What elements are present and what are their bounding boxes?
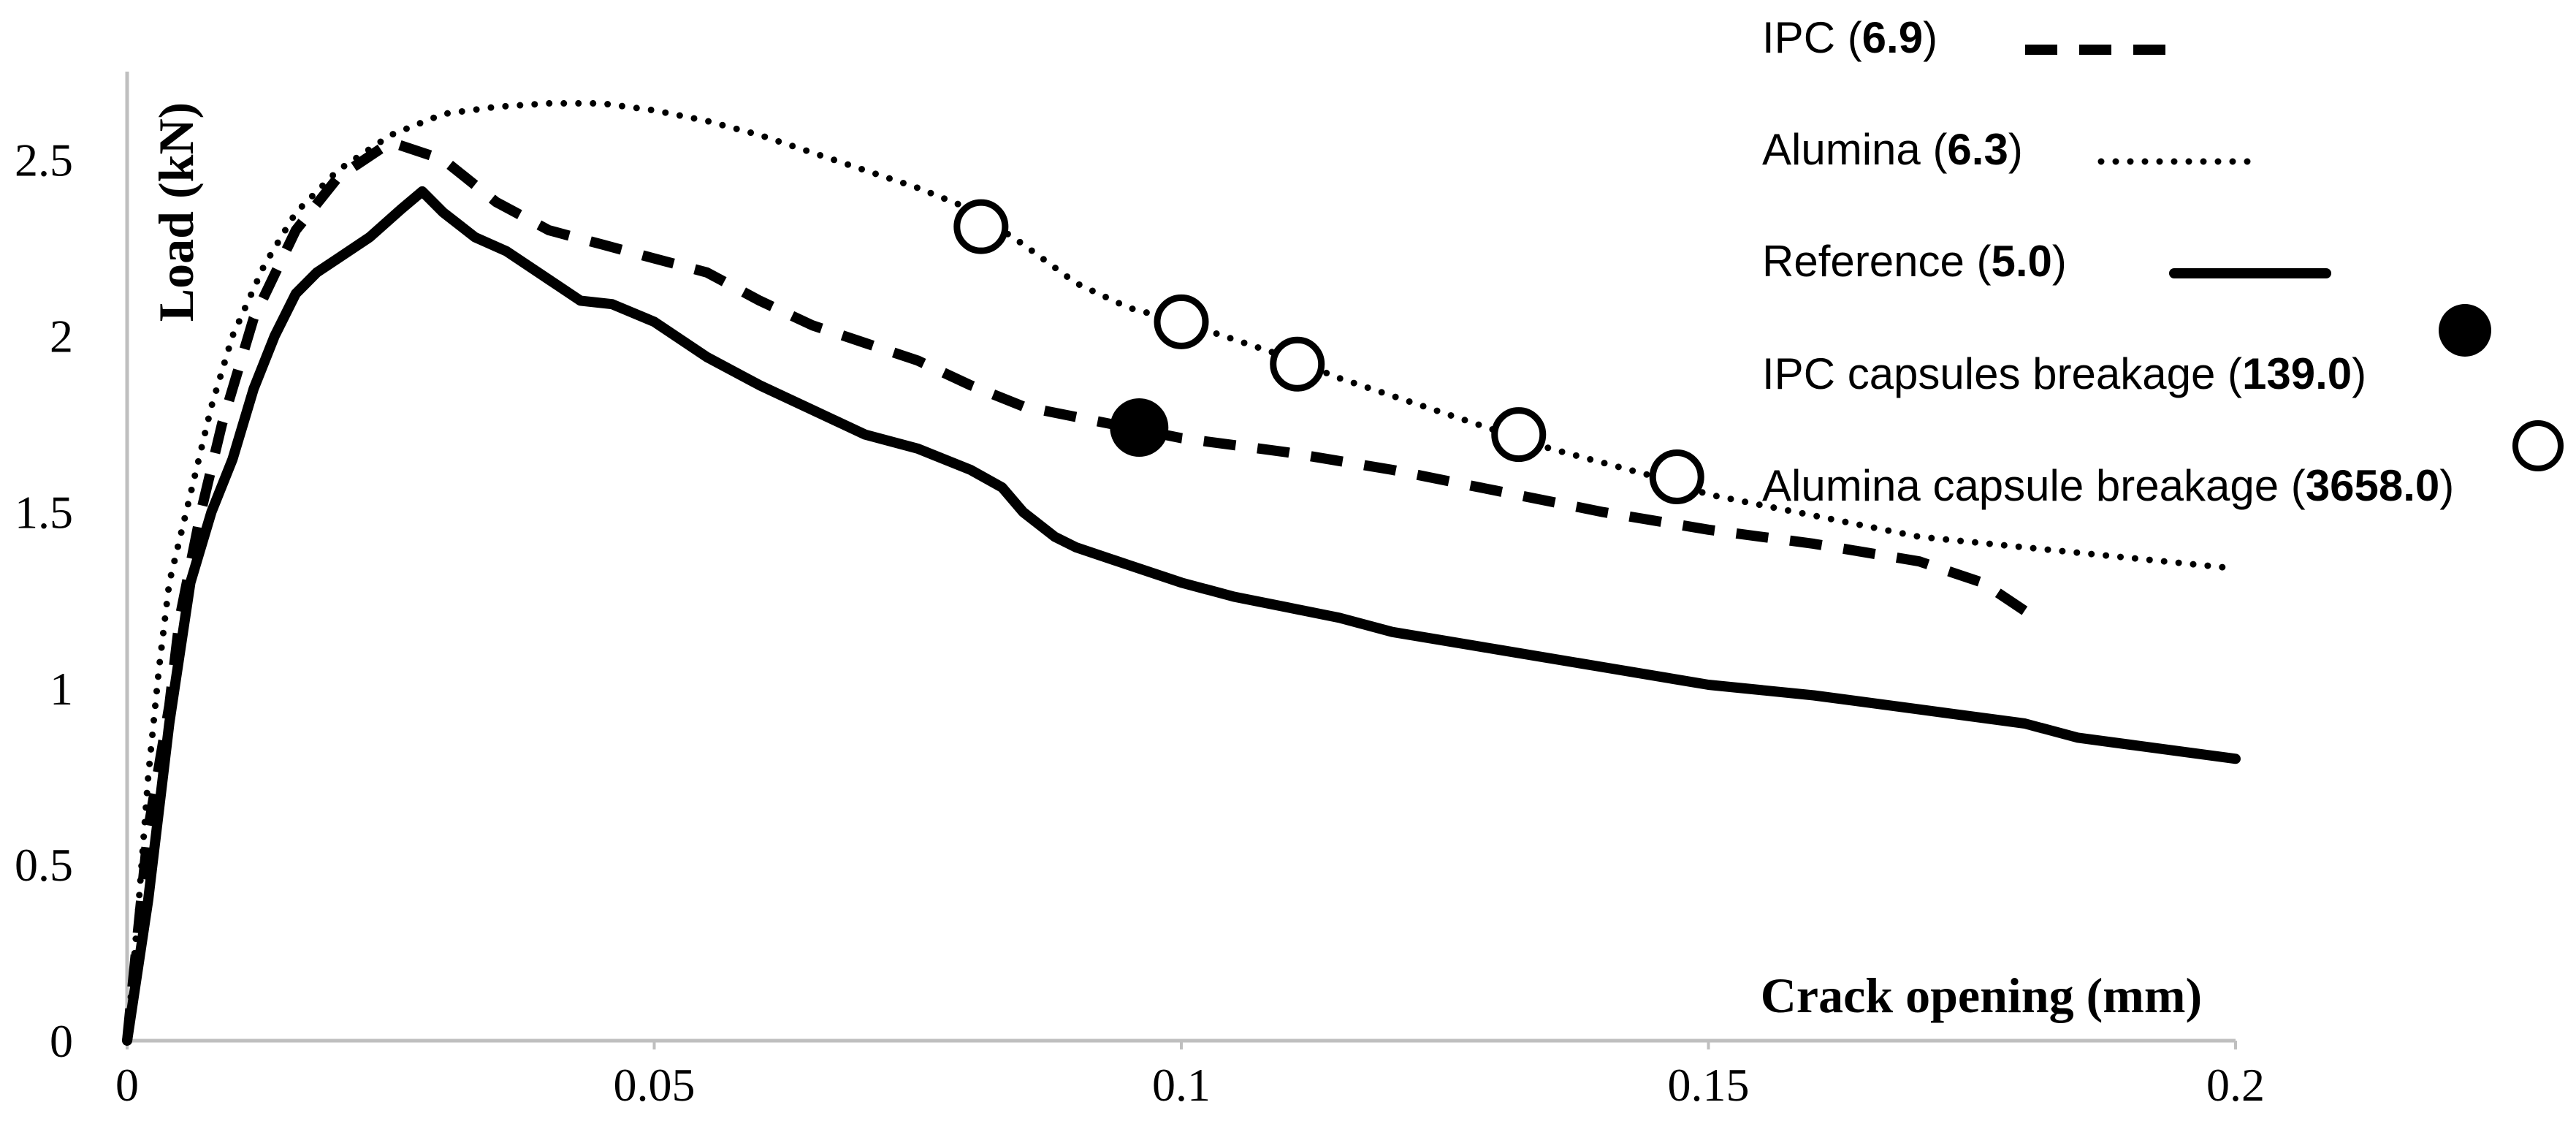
marker-alumina_break <box>1270 336 1325 392</box>
y-tick-label: 0 <box>50 1015 73 1067</box>
legend-label-ipc: IPC (6.9) <box>1762 13 1937 62</box>
y-axis-title: Load (kN) <box>148 102 204 322</box>
legend-swatch-ipc_break <box>2439 304 2491 357</box>
x-tick-label: 0 <box>115 1059 139 1111</box>
legend-value: 3658.0 <box>2306 461 2440 510</box>
legend-name: Alumina capsule breakage ( <box>1762 461 2306 510</box>
legend-label-alumina_break: Alumina capsule breakage (3658.0) <box>1762 461 2454 510</box>
y-tick-label: 2 <box>50 311 73 362</box>
marker-ipc_break <box>1110 398 1169 457</box>
x-tick-label: 0.2 <box>2206 1059 2265 1111</box>
y-tick-label: 0.5 <box>15 839 73 891</box>
legend-value: 6.9 <box>1862 13 1923 62</box>
marker-alumina_break <box>1491 407 1547 463</box>
legend-name: IPC ( <box>1762 13 1862 62</box>
x-axis-title: Crack opening (mm) <box>1761 968 2202 1023</box>
legend-label-reference: Reference (5.0) <box>1762 237 2067 286</box>
legend-value: 139.0 <box>2242 349 2352 398</box>
legend-close: ) <box>2008 125 2023 174</box>
legend-close: ) <box>2352 349 2366 398</box>
marker-alumina_break <box>1649 449 1704 505</box>
x-tick-label: 0.05 <box>614 1059 696 1111</box>
plot-area: 0 0.05 0.1 0.15 0.2 0 0.5 1 1.5 2 2.5 <box>15 72 2265 1111</box>
marker-layer <box>953 199 1704 505</box>
x-axis-ticks: 0 0.05 0.1 0.15 0.2 <box>115 1041 2265 1111</box>
marker-alumina_break <box>1154 294 1209 349</box>
legend-swatch-alumina_break <box>2512 420 2564 471</box>
legend-close: ) <box>1923 13 1937 62</box>
series-line-reference <box>122 186 2241 1046</box>
legend-name: Reference ( <box>1762 237 1991 286</box>
y-tick-label: 1 <box>50 663 73 715</box>
legend-value: 6.3 <box>1947 125 2008 174</box>
y-axis-ticks: 0 0.5 1 1.5 2 2.5 <box>15 134 73 1067</box>
legend-name: Alumina ( <box>1762 125 1947 174</box>
y-tick-label: 2.5 <box>15 134 73 186</box>
legend-close: ) <box>2439 461 2454 510</box>
legend: IPC (6.9)Alumina (6.3)Reference (5.0)IPC… <box>1762 13 2564 510</box>
legend-name: IPC capsules breakage ( <box>1762 349 2242 398</box>
legend-label-ipc_break: IPC capsules breakage (139.0) <box>1762 349 2366 398</box>
legend-close: ) <box>2052 237 2067 286</box>
legend-value: 5.0 <box>1991 237 2051 286</box>
marker-alumina_break <box>953 199 1009 254</box>
x-tick-label: 0.15 <box>1668 1059 1750 1111</box>
series-line-ipc <box>122 137 2047 1041</box>
x-tick-label: 0.1 <box>1152 1059 1211 1111</box>
legend-label-alumina: Alumina (6.3) <box>1762 125 2023 174</box>
y-tick-label: 1.5 <box>15 487 73 539</box>
